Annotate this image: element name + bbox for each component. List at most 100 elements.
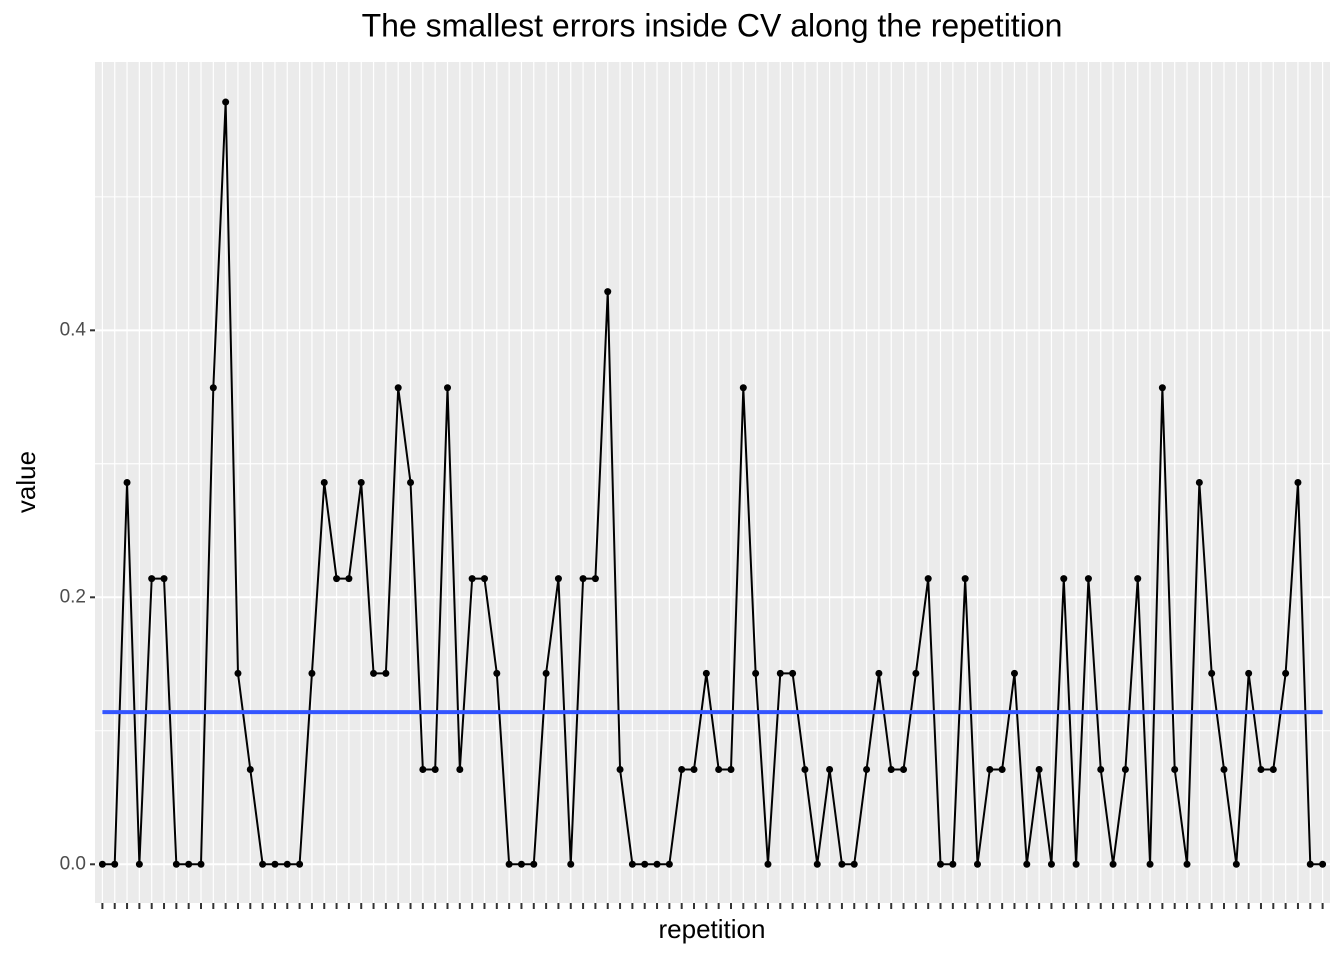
point <box>1047 860 1055 868</box>
point <box>407 479 415 486</box>
point <box>1134 575 1142 583</box>
point <box>505 860 513 868</box>
point <box>1109 860 1117 868</box>
point <box>1269 766 1277 774</box>
point <box>628 860 636 868</box>
point <box>1121 766 1129 774</box>
point <box>444 384 452 392</box>
point <box>1208 669 1216 677</box>
point <box>542 669 550 677</box>
y-tick-label: 0.0 <box>60 853 86 874</box>
point <box>345 575 353 583</box>
point <box>1010 669 1018 677</box>
point <box>924 575 932 583</box>
point <box>912 669 920 677</box>
point <box>826 766 834 774</box>
point <box>875 669 883 677</box>
point <box>1023 860 1031 868</box>
point <box>209 384 217 392</box>
point <box>579 575 587 583</box>
point <box>394 384 402 392</box>
point <box>850 860 858 868</box>
point <box>160 575 168 583</box>
point <box>764 860 772 868</box>
point <box>517 860 525 868</box>
point <box>961 575 969 583</box>
line <box>102 102 1323 866</box>
point <box>739 384 747 392</box>
point <box>185 860 193 868</box>
point <box>1257 766 1265 774</box>
point <box>296 860 304 868</box>
point <box>604 288 612 296</box>
point <box>530 860 538 868</box>
point <box>690 766 698 774</box>
point <box>419 766 427 774</box>
point <box>1294 479 1302 486</box>
point <box>973 860 981 868</box>
point <box>123 479 131 486</box>
point <box>493 669 501 677</box>
point <box>382 669 390 677</box>
y-tick-label: 0.4 <box>60 319 87 340</box>
point <box>887 766 895 774</box>
point <box>554 575 562 583</box>
point <box>776 669 784 677</box>
point <box>1072 860 1080 868</box>
point <box>1035 766 1043 774</box>
point <box>567 860 575 868</box>
point <box>752 669 760 677</box>
point <box>813 860 821 868</box>
point <box>370 669 378 677</box>
point <box>456 766 464 774</box>
point <box>591 575 599 583</box>
x-axis-label: repetition <box>659 914 766 944</box>
point <box>308 669 316 677</box>
point <box>616 766 624 774</box>
point <box>468 575 476 583</box>
point <box>234 669 242 677</box>
point <box>789 669 797 677</box>
point <box>1245 669 1253 677</box>
point <box>1319 860 1327 868</box>
point <box>480 575 488 583</box>
point <box>949 860 957 868</box>
point <box>98 860 106 868</box>
point <box>1306 860 1314 868</box>
point <box>320 479 328 486</box>
panel <box>95 62 1330 903</box>
point <box>801 766 809 774</box>
point <box>333 575 341 583</box>
point <box>1232 860 1240 868</box>
point <box>863 766 871 774</box>
point <box>197 860 205 868</box>
point <box>246 766 254 774</box>
point <box>1195 479 1203 486</box>
point <box>1158 384 1166 392</box>
point <box>715 766 723 774</box>
point <box>1183 860 1191 868</box>
point <box>937 860 945 868</box>
point <box>357 479 365 486</box>
point <box>148 575 156 583</box>
point <box>1084 575 1092 583</box>
point <box>1171 766 1179 774</box>
point <box>283 860 291 868</box>
point <box>259 860 267 868</box>
point <box>986 766 994 774</box>
point <box>678 766 686 774</box>
point <box>900 766 908 774</box>
point <box>727 766 735 774</box>
point <box>1097 766 1105 774</box>
point <box>838 860 846 868</box>
point <box>998 766 1006 774</box>
point <box>1282 669 1290 677</box>
chart-title: The smallest errors inside CV along the … <box>362 7 1063 43</box>
point <box>222 98 230 106</box>
point <box>172 860 180 868</box>
point <box>135 860 143 868</box>
point <box>431 766 439 774</box>
point <box>1146 860 1154 868</box>
point <box>1220 766 1228 774</box>
